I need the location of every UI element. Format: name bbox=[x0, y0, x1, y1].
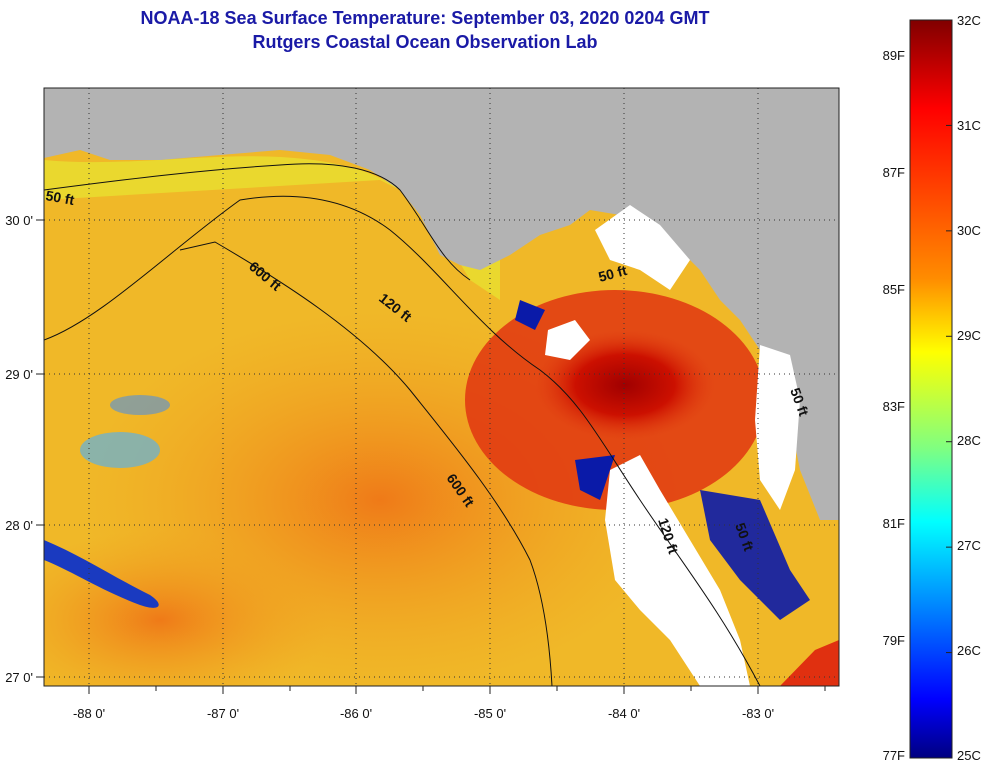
colorbar-f-label: 87F bbox=[883, 165, 905, 180]
colorbar-f-label: 85F bbox=[883, 282, 905, 297]
sst-field bbox=[44, 88, 839, 686]
lon-tick: -88 0' bbox=[73, 706, 105, 721]
cloud bbox=[755, 345, 800, 510]
warm-corner bbox=[780, 640, 839, 686]
lon-tick: -83 0' bbox=[742, 706, 774, 721]
colorbar-c-label: 32C bbox=[957, 13, 981, 28]
lat-tick: 28 0' bbox=[5, 518, 33, 533]
colorbar-f-label: 77F bbox=[883, 748, 905, 763]
lat-tick: 30 0' bbox=[5, 213, 33, 228]
cool-patch bbox=[110, 395, 170, 415]
coastal-band bbox=[44, 156, 500, 300]
lat-tick: 27 0' bbox=[5, 670, 33, 685]
lon-tick: -84 0' bbox=[608, 706, 640, 721]
contour-label: 50 ft bbox=[44, 187, 75, 208]
cloud bbox=[605, 455, 750, 686]
cold-edge bbox=[515, 300, 545, 330]
contour-50ft bbox=[44, 163, 471, 281]
colorbar bbox=[909, 19, 953, 759]
colorbar-f-label: 81F bbox=[883, 516, 905, 531]
colorbar-fahrenheit-labels: 89F 87F 85F 83F 81F 79F 77F bbox=[883, 48, 905, 763]
depth-contours bbox=[44, 163, 761, 686]
cool-patch bbox=[80, 432, 160, 468]
colorbar-c-label: 27C bbox=[957, 538, 981, 553]
lat-tick: 29 0' bbox=[5, 367, 33, 382]
colorbar-c-label: 28C bbox=[957, 433, 981, 448]
colorbar-c-label: 26C bbox=[957, 643, 981, 658]
cloud bbox=[545, 320, 590, 360]
land bbox=[44, 88, 839, 520]
cloud bbox=[595, 205, 690, 290]
map-title: NOAA-18 Sea Surface Temperature: Septemb… bbox=[140, 8, 710, 28]
lon-tick: -85 0' bbox=[474, 706, 506, 721]
warm-region-sw bbox=[44, 530, 330, 686]
map-subtitle: Rutgers Coastal Ocean Observation Lab bbox=[252, 32, 598, 52]
lon-tick: -87 0' bbox=[207, 706, 239, 721]
contour-label: 50 ft bbox=[597, 262, 629, 285]
map-frame bbox=[43, 87, 840, 687]
colorbar-f-label: 83F bbox=[883, 399, 905, 414]
colorbar-ticks bbox=[946, 19, 952, 759]
contour-120ft bbox=[44, 195, 761, 686]
colorbar-f-label: 79F bbox=[883, 633, 905, 648]
colorbar-c-label: 31C bbox=[957, 118, 981, 133]
colorbar-c-label: 29C bbox=[957, 328, 981, 343]
cool-streak bbox=[44, 540, 159, 608]
colorbar-f-label: 89F bbox=[883, 48, 905, 63]
frame-ticks bbox=[36, 219, 826, 694]
colorbar-celsius-labels: 32C 31C 30C 29C 28C 27C 26C 25C bbox=[957, 13, 981, 763]
colorbar-c-label: 25C bbox=[957, 748, 981, 763]
cold-edge bbox=[575, 455, 615, 500]
hot-core bbox=[535, 330, 715, 440]
cold-edge bbox=[700, 490, 810, 620]
contour-600ft bbox=[179, 241, 553, 686]
lon-tick: -86 0' bbox=[340, 706, 372, 721]
colorbar-c-label: 30C bbox=[957, 223, 981, 238]
